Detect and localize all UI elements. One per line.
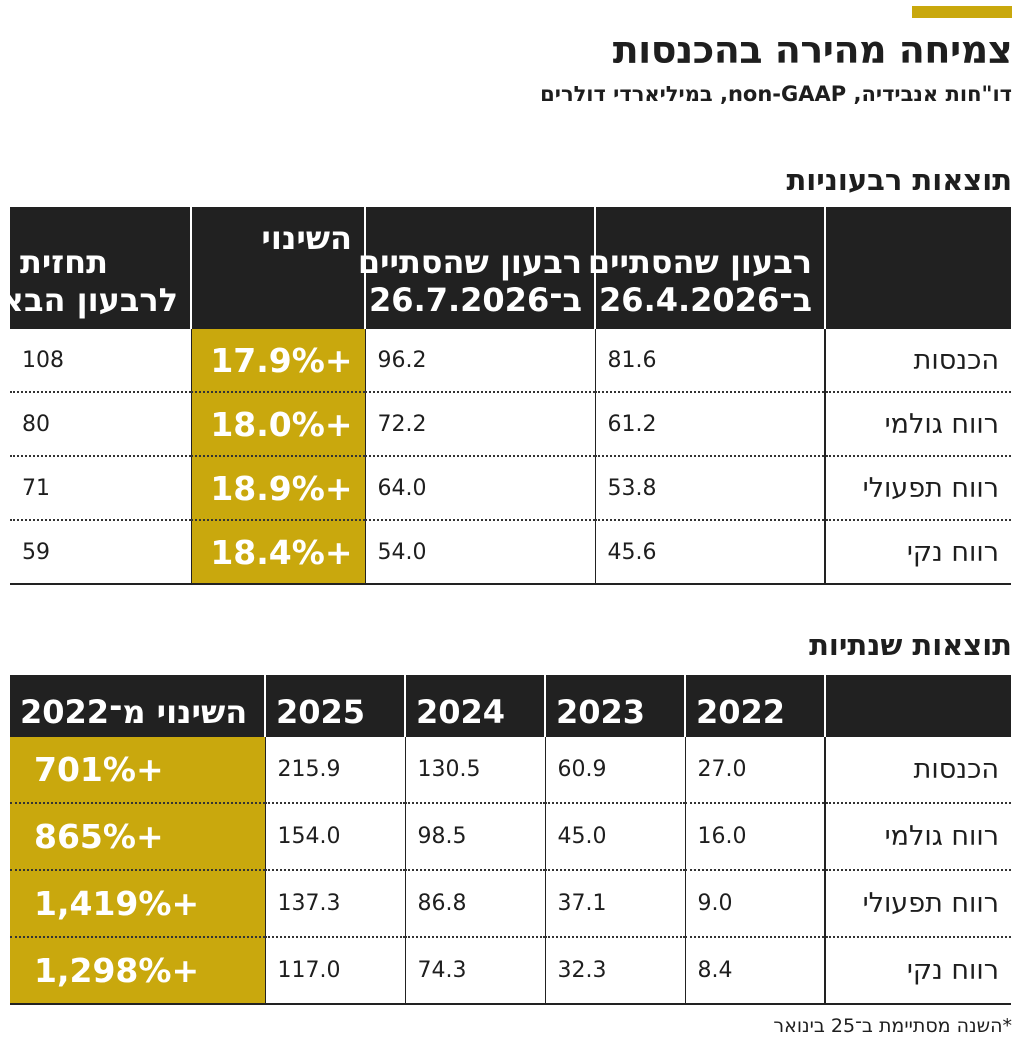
annual-header-2024: 2024	[404, 675, 545, 737]
cell-q2: 96.2	[364, 329, 595, 393]
table-row: רווח נקי 45.6 54.0 +18.4% 59	[10, 520, 1011, 585]
row-label: רווח נקי	[824, 520, 1011, 585]
cell-forecast: 71	[10, 456, 191, 521]
table-row: רווח גולמי 16.0 45.0 98.5 154.0 +865%	[10, 803, 1011, 871]
cell-q1: 61.2	[594, 392, 825, 457]
cell-2025: 137.3	[264, 870, 405, 938]
row-label: רווח גולמי	[824, 392, 1011, 457]
cell-2024: 98.5	[404, 803, 545, 871]
row-label: רווח תפעולי	[824, 456, 1011, 521]
row-label: הכנסות	[824, 329, 1011, 393]
quarterly-section-title: תוצאות רבעוניות	[786, 163, 1012, 197]
row-label: רווח נקי	[824, 937, 1011, 1005]
annual-header-2025: 2025	[264, 675, 405, 737]
cell-change: +17.9%	[190, 329, 365, 393]
page-subtitle: דו"חות אנבידיה, non-GAAP, במיליארדי דולר…	[540, 82, 1012, 106]
quarterly-header-q1-line1: רבעון שהסתיים	[587, 243, 812, 281]
cell-change: +18.0%	[190, 392, 365, 457]
footnote: *השנה מסתיימת ב־25 בינואר	[773, 1015, 1012, 1037]
cell-change: +865%	[10, 803, 265, 871]
cell-2024: 74.3	[404, 937, 545, 1005]
cell-2025: 117.0	[264, 937, 405, 1005]
table-row: הכנסות 27.0 60.9 130.5 215.9 +701%	[10, 737, 1011, 804]
cell-forecast: 80	[10, 392, 191, 457]
quarterly-header-row: רבעון שהסתיים ב־26.4.2026 רבעון שהסתיים …	[0, 207, 1011, 329]
table-row: הכנסות 81.6 96.2 +17.9% 108	[10, 329, 1011, 393]
table-row: רווח נקי 8.4 32.3 74.3 117.0 +1,298%	[10, 937, 1011, 1005]
annual-header-row: 2022 2023 2024 2025 השינוי מ־2022	[10, 675, 1011, 737]
accent-bar	[912, 6, 1012, 18]
table-row: רווח תפעולי 9.0 37.1 86.8 137.3 +1,419%	[10, 870, 1011, 938]
page-title: צמיחה מהירה בהכנסות	[612, 28, 1013, 72]
cell-q1: 53.8	[594, 456, 825, 521]
annual-header-2022: 2022	[684, 675, 825, 737]
cell-2023: 37.1	[544, 870, 685, 938]
cell-q2: 72.2	[364, 392, 595, 457]
quarterly-header-q1-line2: ב־26.4.2026	[599, 281, 812, 319]
cell-2022: 8.4	[684, 937, 825, 1005]
cell-2022: 9.0	[684, 870, 825, 938]
row-label: רווח תפעולי	[824, 870, 1011, 938]
cell-change: +701%	[10, 737, 265, 804]
cell-q1: 45.6	[594, 520, 825, 585]
annual-section-title: תוצאות שנתיות	[809, 628, 1012, 662]
cell-change: +1,298%	[10, 937, 265, 1005]
cell-q2: 54.0	[364, 520, 595, 585]
quarterly-header-change: השינוי	[190, 207, 365, 329]
cell-q2: 64.0	[364, 456, 595, 521]
table-row: רווח תפעולי 53.8 64.0 +18.9% 71	[10, 456, 1011, 521]
quarterly-header-corner	[824, 207, 1011, 329]
cell-change: +18.4%	[190, 520, 365, 585]
quarterly-header-q2: רבעון שהסתיים ב־26.7.2026	[357, 207, 595, 329]
quarterly-table: רבעון שהסתיים ב־26.4.2026 רבעון שהסתיים …	[0, 207, 1011, 585]
table-row: רווח גולמי 61.2 72.2 +18.0% 80	[10, 392, 1011, 457]
cell-forecast: 59	[10, 520, 191, 585]
cell-2022: 27.0	[684, 737, 825, 804]
annual-header-change: השינוי מ־2022	[10, 675, 265, 737]
quarterly-header-q2-line1: רבעון שהסתיים	[357, 243, 582, 281]
cell-2022: 16.0	[684, 803, 825, 871]
quarterly-header-q1: רבעון שהסתיים ב־26.4.2026	[587, 207, 825, 329]
quarterly-header-forecast-line2: לרבעון הבא	[0, 281, 178, 319]
cell-2024: 130.5	[404, 737, 545, 804]
row-label: הכנסות	[824, 737, 1011, 804]
quarterly-header-q2-line2: ב־26.7.2026	[369, 281, 582, 319]
quarterly-header-forecast: תחזית לרבעון הבא	[0, 207, 191, 329]
cell-change: +1,419%	[10, 870, 265, 938]
cell-q1: 81.6	[594, 329, 825, 393]
cell-2025: 154.0	[264, 803, 405, 871]
cell-2023: 60.9	[544, 737, 685, 804]
cell-forecast: 108	[10, 329, 191, 393]
annual-header-corner	[824, 675, 1011, 737]
quarterly-header-forecast-line1: תחזית	[20, 243, 108, 281]
annual-header-2023: 2023	[544, 675, 685, 737]
quarterly-header-change-label: השינוי	[261, 219, 352, 257]
cell-2023: 32.3	[544, 937, 685, 1005]
annual-table: 2022 2023 2024 2025 השינוי מ־2022 הכנסות…	[10, 675, 1011, 1005]
cell-2024: 86.8	[404, 870, 545, 938]
cell-2025: 215.9	[264, 737, 405, 804]
cell-2023: 45.0	[544, 803, 685, 871]
cell-change: +18.9%	[190, 456, 365, 521]
row-label: רווח גולמי	[824, 803, 1011, 871]
